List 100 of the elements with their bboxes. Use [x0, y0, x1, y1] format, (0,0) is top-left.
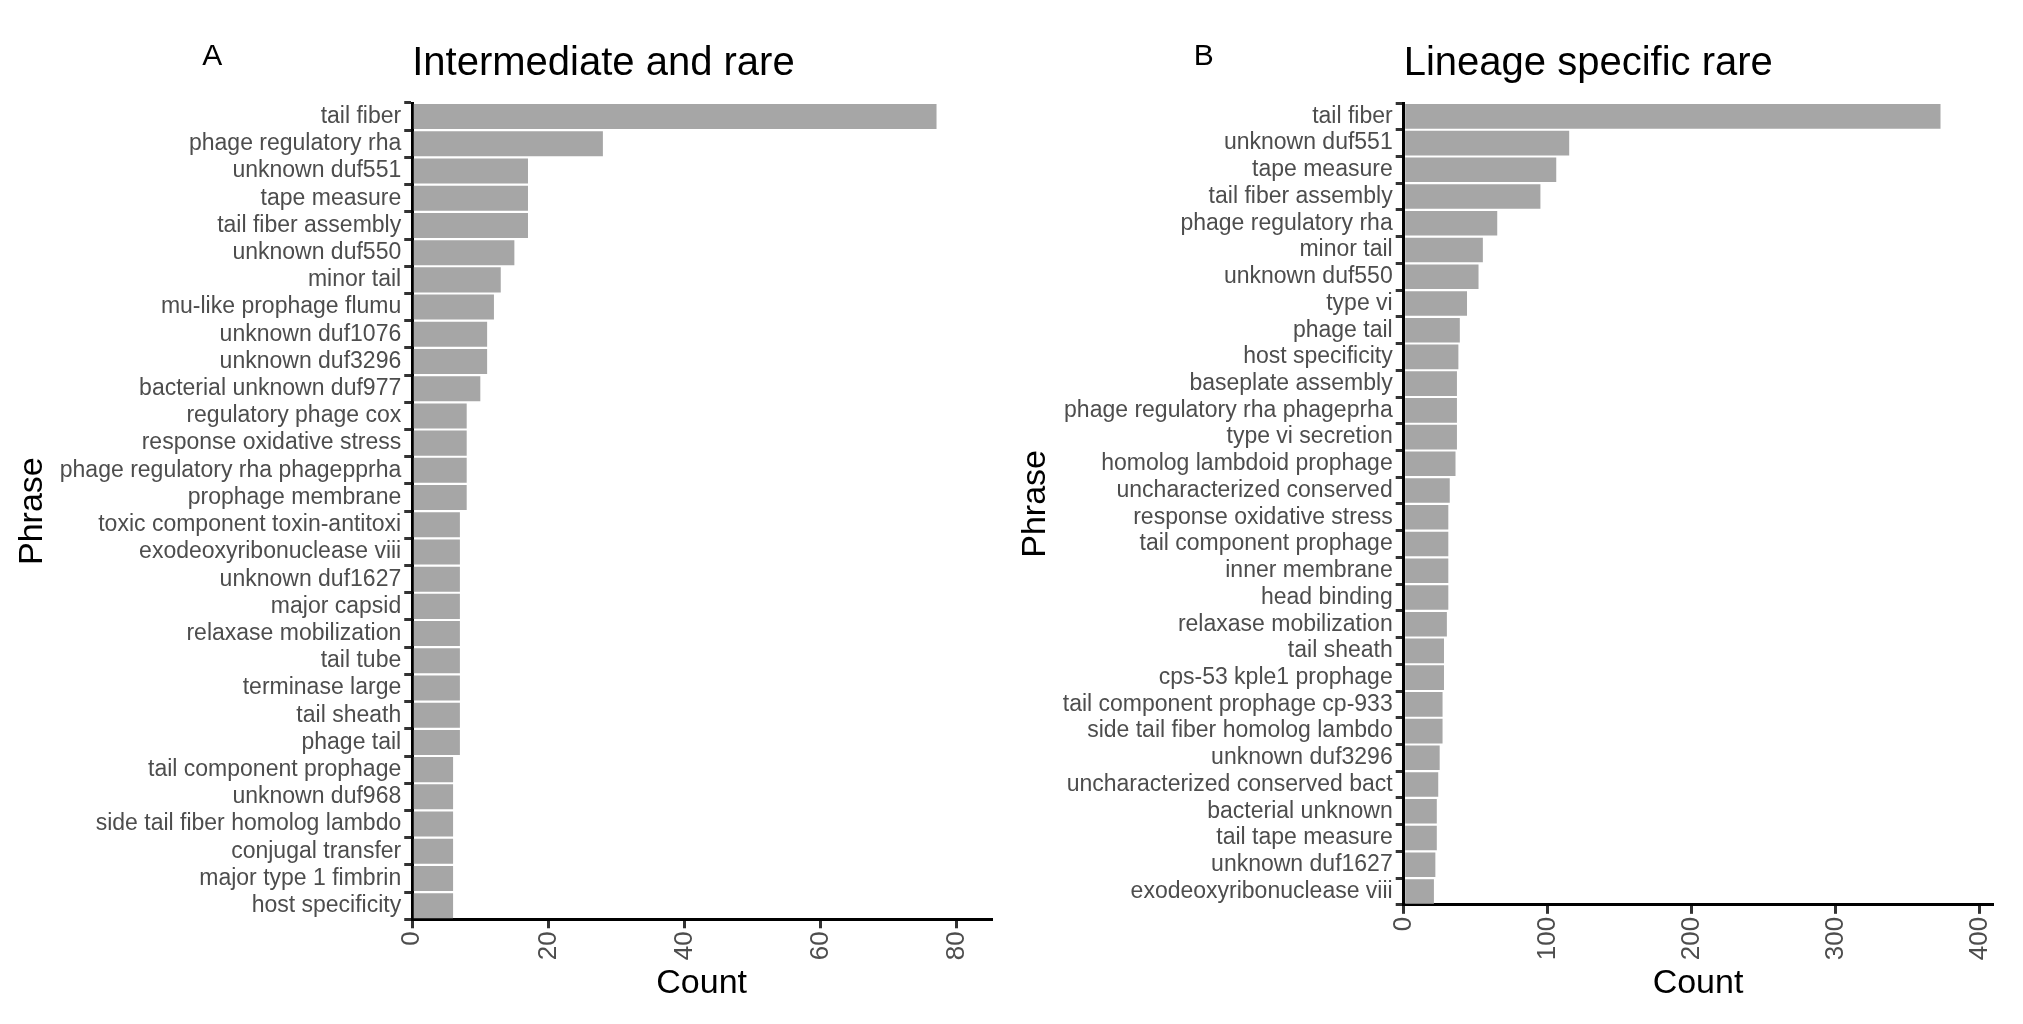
bar [413, 185, 528, 211]
y-tick-label: response oxidative stress [141, 428, 402, 455]
bar [413, 539, 460, 565]
bar [1405, 665, 1444, 690]
bar [1405, 130, 1570, 156]
y-tick-label: tail component prophage [148, 754, 402, 781]
y-tick-label: tail fiber [1312, 101, 1394, 128]
bar [413, 784, 454, 810]
bar [413, 212, 528, 238]
y-tick-label: inner membrane [1225, 556, 1393, 583]
bar [1405, 852, 1436, 878]
y-tick-label: unknown duf551 [1223, 128, 1393, 155]
bar [1405, 210, 1498, 236]
y-tick-label: tail component prophage cp-933 [1062, 689, 1393, 716]
y-tick-label: major capsid [270, 591, 402, 618]
bar [413, 512, 460, 538]
text: A [202, 38, 223, 71]
bar [1405, 291, 1468, 316]
bar [1405, 237, 1483, 263]
y-tick-label: exodeoxyribonuclease viii [139, 537, 402, 564]
y-tick-label: minor tail [307, 265, 402, 292]
y-tick-label: tape measure [260, 183, 402, 210]
bar [1405, 317, 1460, 343]
y-tick-label: host specificity [1243, 342, 1394, 369]
x-tick-label: 20 [531, 931, 562, 961]
bar [413, 485, 467, 511]
bar [1405, 424, 1457, 450]
bar [1405, 585, 1449, 610]
x-tick-label: 0 [1386, 916, 1417, 932]
bar [413, 729, 460, 755]
bar [413, 675, 460, 701]
x-tick-label: 300 [1818, 916, 1849, 961]
bar [1405, 879, 1434, 904]
y-tick-label: host specificity [251, 891, 402, 918]
bar [1405, 371, 1457, 396]
bar [413, 457, 467, 483]
bar [413, 648, 460, 674]
x-tick-label: 400 [1962, 916, 1993, 961]
y-tick-label: relaxase mobilization [186, 618, 402, 645]
bar [413, 240, 515, 266]
bar [413, 104, 937, 130]
x-axis-title: Count [1652, 961, 1744, 1000]
bar [413, 403, 467, 429]
y-tick-label: unknown duf1627 [1211, 850, 1393, 877]
text: B [1193, 38, 1214, 71]
bar [413, 294, 494, 320]
y-tick-label: conjugal transfer [231, 836, 402, 863]
y-tick-label: tape measure [1252, 155, 1393, 182]
y-tick-label: prophage membrane [187, 482, 402, 509]
y-tick-label: tail tape measure [1216, 823, 1393, 850]
x-axis-title: Count [656, 961, 748, 1000]
bar [413, 621, 460, 647]
y-tick-label: unknown duf1627 [219, 564, 402, 591]
y-tick-label: phage regulatory rha phageprha [1064, 395, 1393, 422]
bar [413, 893, 454, 919]
bar [413, 321, 488, 347]
x-tick-label: 0 [395, 931, 426, 946]
y-tick-label: side tail fiber homolog lambdo [1087, 716, 1393, 743]
bar [1405, 264, 1479, 290]
y-axis-title: Phrase [10, 457, 49, 566]
bar [413, 838, 454, 864]
y-tick-label: type vi secretion [1226, 422, 1393, 449]
y-tick-label: cps-53 kple1 prophage [1158, 662, 1393, 689]
y-tick-label: unknown duf968 [232, 782, 402, 809]
bar [413, 131, 603, 157]
y-tick-label: toxic component toxin-antitoxi [98, 510, 402, 537]
y-tick-label: phage tail [1292, 315, 1393, 342]
y-tick-label: mu-like prophage flumu [160, 292, 402, 319]
y-tick-label: tail fiber [320, 101, 402, 128]
bar [1405, 104, 1941, 129]
y-tick-label: tail sheath [296, 700, 402, 727]
y-tick-label: unknown duf550 [1223, 262, 1393, 289]
y-tick-label: uncharacterized conserved bact [1066, 769, 1394, 796]
x-tick-label: 80 [940, 931, 971, 961]
bar [1405, 718, 1443, 744]
bar [413, 430, 467, 456]
y-tick-label: type vi [1326, 288, 1393, 315]
y-tick-label: bacterial unknown [1207, 796, 1393, 823]
bar [1405, 398, 1457, 423]
y-tick-label: tail component prophage [1139, 529, 1393, 556]
y-tick-label: terminase large [242, 673, 402, 700]
bar [413, 865, 454, 891]
bar [413, 376, 481, 402]
bar [413, 267, 501, 293]
bar [1405, 504, 1449, 530]
bar [1405, 772, 1439, 797]
bar [1405, 558, 1449, 584]
y-tick-label: phage regulatory rha [1180, 208, 1393, 235]
bar [1405, 825, 1437, 851]
bar [1405, 478, 1450, 503]
x-tick-label: 200 [1674, 916, 1705, 961]
bar [1405, 531, 1449, 557]
y-tick-label: response oxidative stress [1133, 502, 1393, 529]
chart-title: Lineage specific rare [1403, 39, 1773, 83]
y-tick-label: tail tube [320, 646, 402, 673]
bar [1405, 692, 1443, 717]
y-tick-label: tail fiber assembly [1208, 181, 1394, 208]
bar [1405, 184, 1541, 209]
y-tick-label: major type 1 fimbrin [199, 863, 402, 890]
y-tick-label: exodeoxyribonuclease viii [1130, 876, 1393, 903]
